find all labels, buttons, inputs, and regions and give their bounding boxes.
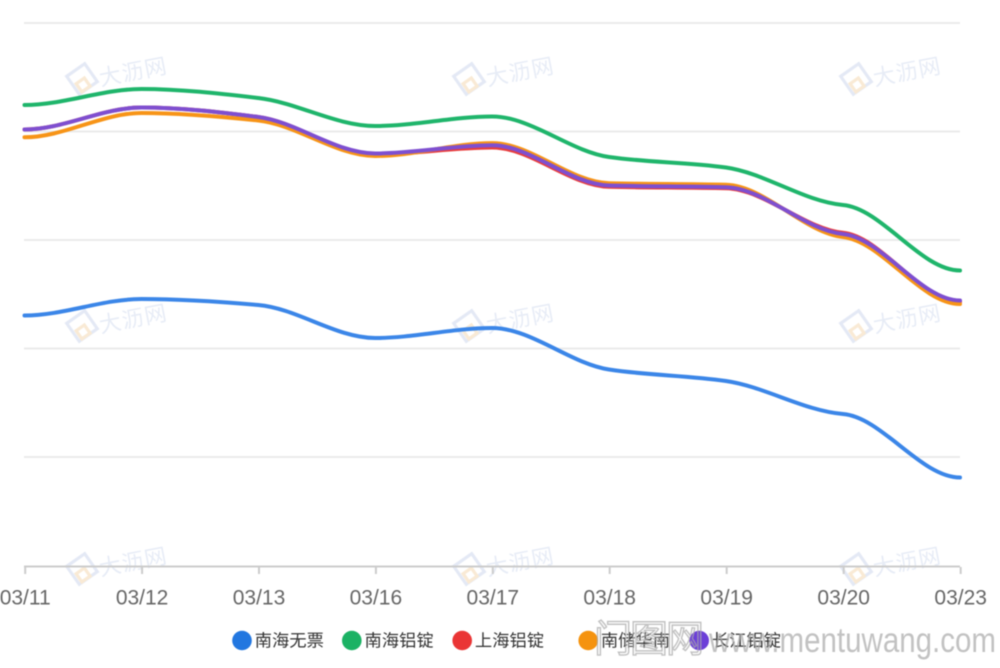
svg-text:03/13: 03/13 xyxy=(233,587,286,610)
svg-text:www.mentuwang.com: www.mentuwang.com xyxy=(708,621,996,660)
svg-text:03/20: 03/20 xyxy=(817,587,870,610)
svg-text:03/17: 03/17 xyxy=(467,587,520,610)
svg-text:03/16: 03/16 xyxy=(350,587,403,610)
svg-text:03/23: 03/23 xyxy=(934,587,987,610)
svg-text:03/11: 03/11 xyxy=(0,587,51,610)
svg-text:03/18: 03/18 xyxy=(583,587,636,610)
svg-text:03/19: 03/19 xyxy=(700,587,753,610)
svg-text:03/12: 03/12 xyxy=(116,587,169,610)
